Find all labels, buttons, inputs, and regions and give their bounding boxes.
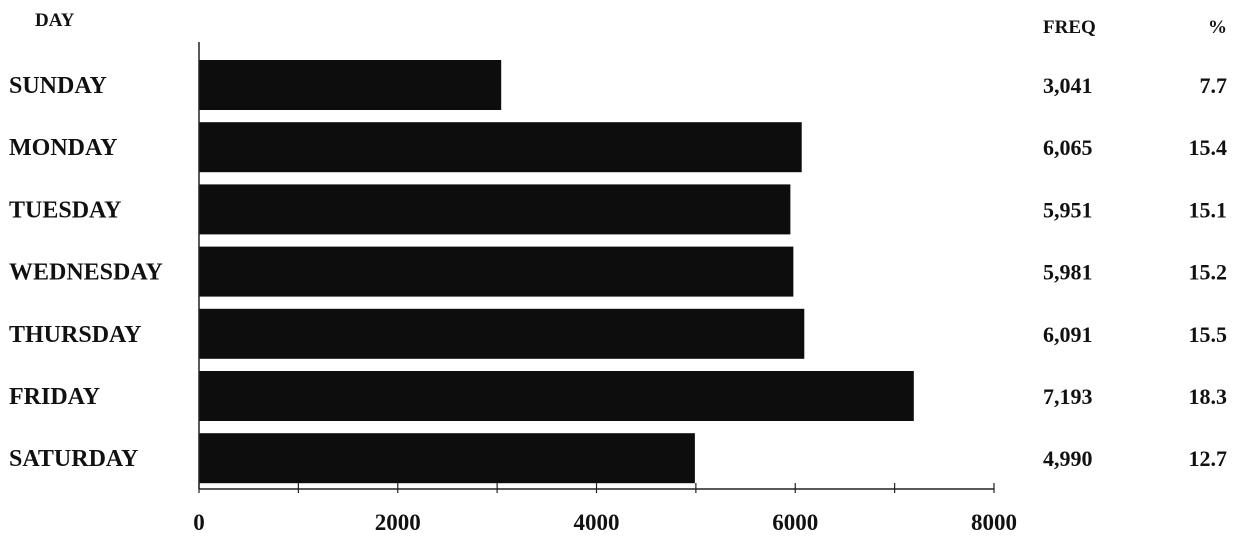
bar-saturday	[199, 433, 695, 484]
pct-header: %	[1208, 17, 1227, 38]
bar-thursday	[199, 308, 805, 359]
pct-value-thursday: 15.5	[1189, 322, 1228, 347]
pct-value-friday: 18.3	[1189, 384, 1228, 409]
pct-value-wednesday: 15.2	[1189, 260, 1228, 285]
freq-header: FREQ	[1043, 17, 1096, 38]
freq-value-monday: 6,065	[1043, 135, 1093, 160]
day-label-wednesday: WEDNESDAY	[9, 260, 163, 286]
freq-value-saturday: 4,990	[1043, 446, 1093, 471]
pct-value-sunday: 7.7	[1200, 73, 1228, 98]
x-axis: 0 2000 4000 6000 8000	[193, 42, 1017, 535]
bar-tuesday	[199, 184, 791, 235]
day-label-saturday: SATURDAY	[9, 446, 138, 472]
freq-value-tuesday: 5,951	[1043, 197, 1093, 222]
day-label-friday: FRIDAY	[9, 384, 100, 410]
freq-value-wednesday: 5,981	[1043, 260, 1093, 285]
day-header: DAY	[35, 10, 75, 31]
bars-group	[199, 60, 914, 484]
bar-monday	[199, 122, 802, 173]
x-tick-label: 6000	[772, 510, 818, 535]
x-tick-label: 0	[193, 510, 205, 535]
day-label-thursday: THURSDAY	[9, 322, 141, 348]
pct-value-monday: 15.4	[1189, 135, 1228, 160]
bar-friday	[199, 371, 914, 421]
x-tick-label: 4000	[574, 510, 620, 535]
freq-value-friday: 7,193	[1043, 384, 1093, 409]
freq-value-sunday: 3,041	[1043, 73, 1093, 98]
day-label-sunday: SUNDAY	[9, 73, 107, 99]
day-label-tuesday: TUESDAY	[9, 197, 122, 223]
x-tick-label: 2000	[375, 510, 421, 535]
row-labels-group: SUNDAY 3,041 7.7 MONDAY 6,065 15.4 TUESDAY 5,95…	[9, 73, 1227, 472]
freq-value-thursday: 6,091	[1043, 322, 1093, 347]
pct-value-tuesday: 15.1	[1189, 197, 1228, 222]
pct-value-saturday: 12.7	[1189, 446, 1228, 471]
bar-wednesday	[199, 246, 794, 297]
x-tick-label: 8000	[971, 510, 1017, 535]
day-label-monday: MONDAY	[9, 135, 117, 161]
bar-sunday	[199, 60, 502, 110]
